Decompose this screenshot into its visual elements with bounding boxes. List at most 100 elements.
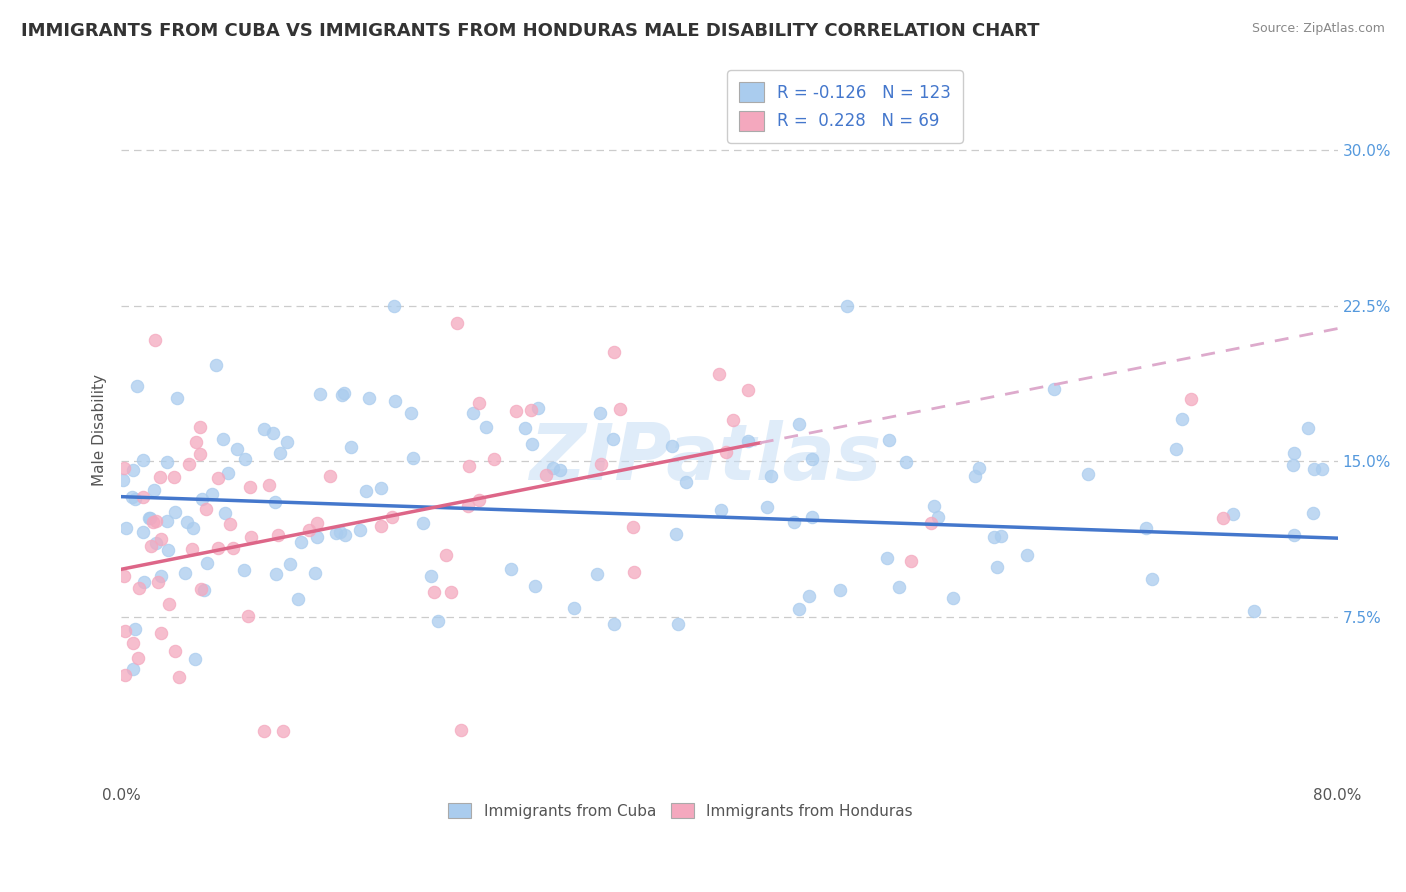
Point [505, 403, 527, 417]
Point [446, 316, 468, 330]
Point [132, 452, 155, 467]
Point [382, 299, 405, 313]
Point [239, 480, 262, 494]
Point [515, 420, 537, 434]
Point [837, 299, 859, 313]
Point [755, 500, 778, 515]
Point [877, 434, 900, 448]
Point [1043, 383, 1066, 397]
Point [124, 491, 146, 506]
Point [276, 434, 298, 449]
Point [173, 566, 195, 581]
Point [661, 439, 683, 453]
Point [520, 403, 543, 417]
Point [983, 530, 1005, 544]
Point [114, 667, 136, 681]
Point [1282, 528, 1305, 542]
Point [114, 624, 136, 639]
Point [761, 469, 783, 483]
Point [112, 461, 135, 475]
Point [157, 597, 180, 611]
Point [232, 563, 254, 577]
Point [603, 344, 626, 359]
Point [434, 548, 457, 562]
Point [149, 469, 172, 483]
Point [402, 450, 425, 465]
Point [146, 574, 169, 589]
Point [800, 509, 823, 524]
Point [419, 568, 441, 582]
Point [440, 585, 463, 599]
Point [359, 391, 381, 405]
Point [426, 614, 449, 628]
Point [143, 333, 166, 347]
Point [461, 406, 484, 420]
Point [787, 602, 810, 616]
Point [707, 368, 730, 382]
Point [287, 592, 309, 607]
Point [138, 511, 160, 525]
Point [522, 437, 544, 451]
Point [412, 516, 434, 531]
Text: IMMIGRANTS FROM CUBA VS IMMIGRANTS FROM HONDURAS MALE DISABILITY CORRELATION CHA: IMMIGRANTS FROM CUBA VS IMMIGRANTS FROM … [21, 22, 1039, 40]
Point [1243, 604, 1265, 618]
Point [721, 413, 744, 427]
Point [876, 551, 898, 566]
Point [1164, 442, 1187, 457]
Point [1077, 467, 1099, 481]
Point [527, 401, 550, 416]
Point [217, 467, 239, 481]
Point [207, 541, 229, 556]
Point [304, 566, 326, 580]
Point [370, 481, 392, 495]
Point [942, 591, 965, 605]
Point [737, 383, 759, 397]
Point [190, 447, 212, 461]
Point [233, 451, 256, 466]
Point [167, 670, 190, 684]
Point [207, 471, 229, 485]
Point [623, 520, 645, 534]
Point [290, 534, 312, 549]
Point [201, 486, 224, 500]
Point [1302, 506, 1324, 520]
Point [238, 609, 260, 624]
Point [264, 495, 287, 509]
Point [965, 469, 987, 483]
Point [1212, 511, 1234, 525]
Point [1303, 461, 1326, 475]
Point [548, 463, 571, 477]
Point [163, 643, 186, 657]
Point [183, 521, 205, 535]
Point [1135, 520, 1157, 534]
Point [305, 530, 328, 544]
Point [156, 455, 179, 469]
Point [920, 516, 942, 531]
Point [150, 532, 173, 546]
Point [482, 451, 505, 466]
Point [329, 525, 352, 540]
Point [474, 419, 496, 434]
Point [900, 554, 922, 568]
Point [253, 422, 276, 436]
Point [266, 567, 288, 582]
Point [204, 359, 226, 373]
Point [887, 580, 910, 594]
Point [623, 565, 645, 579]
Point [219, 517, 242, 532]
Point [188, 419, 211, 434]
Point [127, 651, 149, 665]
Point [121, 490, 143, 504]
Point [1015, 548, 1038, 562]
Point [269, 446, 291, 460]
Point [1310, 462, 1333, 476]
Text: ZIPatlas: ZIPatlas [529, 420, 882, 497]
Point [253, 724, 276, 739]
Point [1282, 458, 1305, 473]
Point [150, 569, 173, 583]
Point [710, 502, 733, 516]
Point [609, 402, 631, 417]
Point [191, 491, 214, 506]
Point [193, 583, 215, 598]
Point [267, 528, 290, 542]
